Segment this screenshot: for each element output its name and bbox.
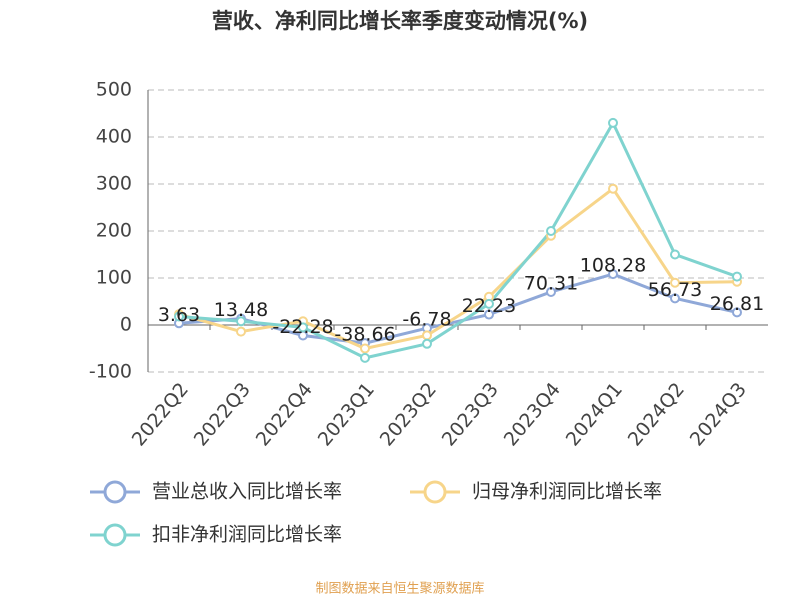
data-label: -38.66 xyxy=(334,324,395,346)
x-tick-label: 2023Q3 xyxy=(438,379,503,451)
y-tick-label: -100 xyxy=(89,361,132,383)
data-point xyxy=(546,286,556,297)
series-line xyxy=(178,119,738,360)
data-point xyxy=(422,330,432,341)
data-point xyxy=(670,249,680,260)
y-tick-label: 500 xyxy=(96,79,132,101)
x-tick-label: 2023Q4 xyxy=(500,379,565,451)
y-tick-label: 0 xyxy=(120,314,132,336)
data-label: 26.81 xyxy=(710,293,764,315)
data-point xyxy=(422,338,432,349)
data-point xyxy=(174,311,184,322)
data-point xyxy=(608,269,618,280)
y-tick-label: 400 xyxy=(96,126,132,148)
x-tick-label: 2024Q3 xyxy=(686,379,751,451)
x-tick-label: 2022Q4 xyxy=(252,379,317,451)
x-tick-label: 2023Q1 xyxy=(314,379,379,451)
y-tick-label: 100 xyxy=(96,267,132,289)
x-tick-label: 2024Q1 xyxy=(562,379,627,451)
y-tick-label: 300 xyxy=(96,173,132,195)
data-point xyxy=(236,316,246,327)
data-label: 3.63 xyxy=(158,304,200,326)
legend-marker xyxy=(423,480,447,504)
data-point xyxy=(732,307,742,318)
series-line xyxy=(178,186,738,351)
x-tick-label: 2024Q2 xyxy=(624,379,689,451)
data-label: 56.73 xyxy=(648,279,702,301)
chart-title: 营收、净利同比增长率季度变动情况(%) xyxy=(212,9,588,33)
data-label: 70.31 xyxy=(524,272,578,294)
legend-label: 归母净利润同比增长率 xyxy=(472,481,662,503)
data-point xyxy=(360,352,370,363)
x-tick-label: 2022Q3 xyxy=(190,379,255,451)
data-point xyxy=(670,293,680,304)
data-point xyxy=(484,309,494,320)
legend-marker xyxy=(103,480,127,504)
y-tick-label: 200 xyxy=(96,220,132,242)
data-point xyxy=(236,326,246,337)
data-point xyxy=(546,226,556,236)
legend-marker xyxy=(103,523,127,547)
data-point xyxy=(484,298,494,309)
data-point xyxy=(608,183,618,194)
x-tick-label: 2023Q2 xyxy=(376,379,441,451)
data-point xyxy=(670,277,680,288)
data-label: 13.48 xyxy=(214,299,268,321)
data-point xyxy=(732,271,742,282)
data-point xyxy=(608,117,618,128)
data-label: -6.78 xyxy=(402,309,451,331)
source-note: 制图数据来自恒生聚源数据库 xyxy=(315,581,484,597)
data-point xyxy=(360,343,370,354)
x-tick-label: 2022Q2 xyxy=(128,379,193,451)
data-label: 108.28 xyxy=(580,255,646,277)
data-label: -22.28 xyxy=(272,316,333,338)
data-label: 22.23 xyxy=(462,295,516,317)
legend-label: 扣非净利润同比增长率 xyxy=(152,524,342,546)
legend-label: 营业总收入同比增长率 xyxy=(152,481,342,503)
data-point xyxy=(298,322,308,333)
